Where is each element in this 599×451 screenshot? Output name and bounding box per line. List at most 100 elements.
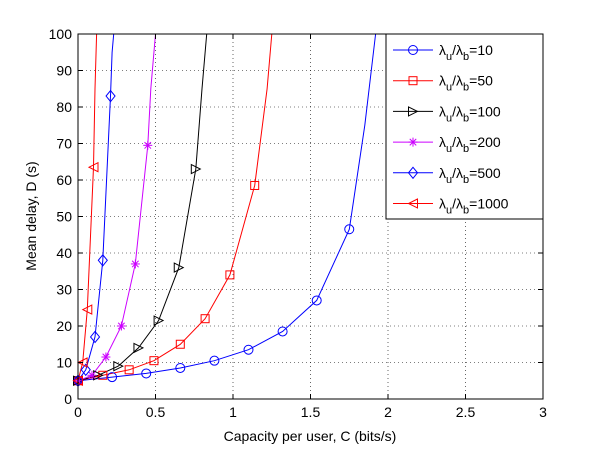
data-point-marker	[80, 363, 91, 377]
legend-label: λu/λb=100	[439, 103, 501, 124]
legend-label-part: λ	[456, 73, 463, 89]
legend-label-part: b	[463, 51, 469, 63]
legend-box	[385, 33, 544, 220]
legend-label-part: λ	[456, 196, 463, 212]
legend-label-part: b	[463, 143, 469, 155]
legend-label-part: u	[446, 205, 452, 217]
legend-label-part: /	[452, 103, 456, 119]
y-tick-label: 10	[56, 355, 72, 371]
legend-label: λu/λb=10	[439, 42, 493, 63]
data-point-marker	[173, 262, 185, 273]
data-point-marker	[200, 314, 210, 324]
y-tick-label: 80	[56, 99, 72, 115]
series-line-5	[77, 33, 98, 381]
data-point-marker	[98, 370, 108, 380]
legend-marker-swatch	[407, 198, 418, 209]
legend-entry: λu/λb=50	[393, 73, 493, 94]
data-point-marker	[87, 370, 97, 380]
y-tick-label: 20	[56, 318, 72, 334]
legend-label-part: /	[452, 196, 456, 212]
legend-label-part: b	[463, 174, 469, 186]
legend-label: λu/λb=200	[439, 134, 501, 155]
data-point-marker	[175, 339, 185, 349]
data-point-marker	[130, 259, 140, 269]
legend-label-part: /	[452, 73, 456, 89]
legend-label-part: b	[463, 112, 469, 124]
data-point-marker	[344, 224, 355, 235]
legend-label-part: λ	[456, 134, 463, 150]
data-point-marker	[277, 326, 288, 337]
legend-label-part: =1000	[469, 196, 509, 212]
legend-label-part: u	[446, 51, 452, 63]
x-axis-label: Capacity per user, C (bits/s)	[224, 428, 397, 444]
x-tick-label: 3	[539, 404, 547, 420]
legend-label-part: λ	[439, 196, 446, 212]
x-tick-label: 0	[74, 404, 82, 420]
data-point-marker	[113, 360, 124, 372]
legend-label-part: /	[452, 165, 456, 181]
legend-entry: λu/λb=1000	[393, 196, 509, 217]
data-point-marker	[190, 163, 202, 175]
data-point-marker	[143, 140, 153, 150]
legend-label-part: λ	[439, 165, 446, 181]
data-point-marker	[149, 356, 159, 366]
legend-label: λu/λb=500	[439, 165, 501, 186]
data-point-marker	[243, 344, 254, 355]
y-tick-labels: 0 10 20 30 40 50 60 70 80 90 100	[49, 26, 73, 407]
y-tick-label: 30	[56, 282, 72, 298]
legend-label-part: u	[446, 112, 452, 124]
y-tick-label: 40	[56, 245, 72, 261]
x-tick-label: 1.5	[301, 404, 321, 420]
legend-label-part: u	[446, 174, 452, 186]
y-tick-label: 50	[56, 209, 72, 225]
data-point-marker	[225, 270, 235, 280]
legend-label: λu/λb=50	[439, 73, 493, 94]
data-point-marker	[101, 352, 111, 362]
data-point-marker	[116, 321, 126, 331]
legend-label-part: λ	[456, 42, 463, 58]
data-point-marker	[124, 365, 134, 375]
data-point-marker	[81, 304, 93, 315]
data-point-marker	[97, 254, 108, 267]
x-tick-label: 2	[384, 404, 392, 420]
legend-label-part: λ	[439, 73, 446, 89]
data-point-marker	[87, 161, 99, 173]
data-point-marker	[77, 357, 88, 368]
data-point-marker	[133, 342, 145, 354]
legend-label-part: /	[452, 134, 456, 150]
x-tick-label: 0.5	[146, 404, 166, 420]
legend-label-part: =200	[469, 134, 501, 150]
y-tick-label: 90	[56, 63, 72, 79]
legend-label-part: λ	[439, 103, 446, 119]
y-tick-label: 60	[56, 172, 72, 188]
data-point-marker	[107, 372, 118, 383]
series-line-0	[77, 33, 377, 382]
data-point-marker	[311, 295, 322, 306]
y-axis-label: Mean delay, D (s)	[23, 161, 39, 270]
legend-marker-swatch	[407, 166, 419, 180]
series-line-4	[77, 33, 115, 382]
data-point-marker	[209, 355, 220, 366]
x-tick-label: 1	[229, 404, 237, 420]
legend-entry: λu/λb=500	[393, 165, 501, 186]
x-tick-labels: 0 0.5 1 1.5 2 2.5 3	[74, 404, 547, 420]
y-tick-label: 100	[49, 26, 73, 42]
x-tick-label: 2.5	[456, 404, 476, 420]
data-point-marker	[250, 180, 260, 190]
data-point-marker	[175, 362, 186, 373]
legend-label-part: λ	[439, 42, 446, 58]
legend-entry: λu/λb=200	[393, 134, 501, 155]
legend: λu/λb=10λu/λb=50λu/λb=100λu/λb=200λu/λb=…	[385, 33, 544, 220]
legend-label-part: =50	[469, 73, 493, 89]
legend-label-part: u	[446, 82, 452, 94]
y-tick-label: 70	[56, 136, 72, 152]
legend-label-part: b	[463, 205, 469, 217]
data-point-marker	[141, 368, 152, 379]
legend-label-part: λ	[456, 103, 463, 119]
data-point-marker	[153, 315, 165, 326]
legend-label: λu/λb=1000	[439, 196, 509, 217]
legend-label-part: =10	[469, 42, 493, 58]
legend-label-part: λ	[439, 134, 446, 150]
series-line-1	[77, 33, 273, 382]
